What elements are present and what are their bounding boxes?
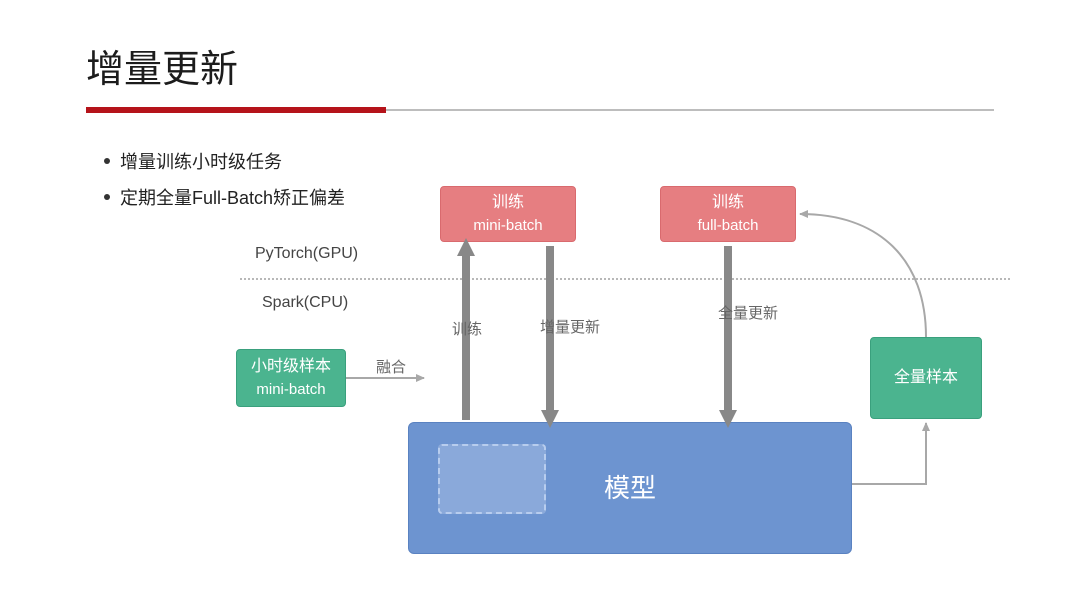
edge-full-sample-to-train: [800, 214, 926, 337]
node-label: 小时级样本: [251, 356, 331, 378]
edge-label-train-up: 训练: [452, 318, 482, 339]
node-sublabel: mini-batch: [473, 215, 542, 236]
node-label: 训练: [492, 192, 524, 214]
zone-label-bottom: Spark(CPU): [262, 294, 348, 312]
slide: 增量更新 增量训练小时级任务 定期全量Full-Batch矫正偏差 PyTorc…: [0, 0, 1080, 608]
bullet-1: 增量训练小时级任务: [104, 148, 282, 174]
node-mini-sample: 小时级样本 mini-batch: [236, 349, 346, 407]
title-rule-thin: [386, 109, 994, 111]
node-train-mini: 训练 mini-batch: [440, 186, 576, 242]
bullet-text: 定期全量Full-Batch矫正偏差: [120, 184, 345, 210]
edge-label-inc-update: 增量更新: [540, 316, 600, 337]
edge-model-to-full-sample: [852, 423, 926, 484]
zone-label-top: PyTorch(GPU): [255, 245, 358, 263]
node-full-sample: 全量样本: [870, 337, 982, 419]
bullet-dot-icon: [104, 194, 110, 200]
node-label: 全量样本: [894, 367, 958, 389]
node-model-inner: [438, 444, 546, 514]
zone-divider: [240, 278, 1010, 280]
bullet-text: 增量训练小时级任务: [120, 148, 282, 174]
bullet-2: 定期全量Full-Batch矫正偏差: [104, 184, 345, 210]
node-label: 训练: [712, 192, 744, 214]
node-train-full: 训练 full-batch: [660, 186, 796, 242]
node-sublabel: mini-batch: [256, 379, 325, 400]
edge-label-merge: 融合: [376, 356, 406, 377]
node-model-label: 模型: [604, 470, 656, 506]
bullet-dot-icon: [104, 158, 110, 164]
page-title: 增量更新: [86, 38, 238, 93]
node-sublabel: full-batch: [698, 215, 759, 236]
title-rule-accent: [86, 107, 386, 113]
edge-label-full-update: 全量更新: [718, 302, 778, 323]
